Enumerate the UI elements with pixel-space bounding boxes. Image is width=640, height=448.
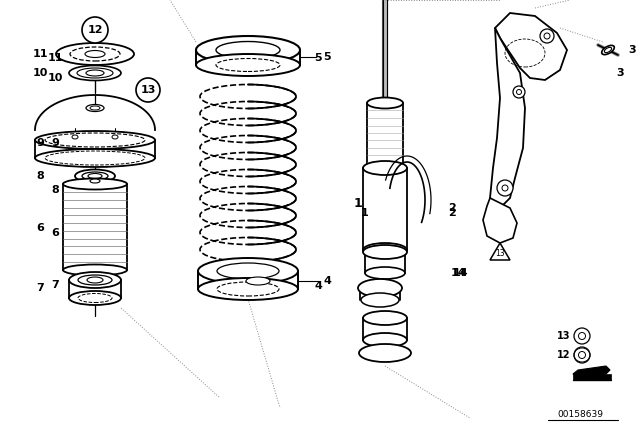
- Polygon shape: [483, 198, 517, 243]
- Ellipse shape: [365, 267, 405, 279]
- Text: 2: 2: [448, 208, 456, 218]
- Ellipse shape: [359, 344, 411, 362]
- Circle shape: [497, 180, 513, 196]
- Text: 6: 6: [51, 228, 59, 238]
- Text: 13: 13: [495, 249, 505, 258]
- Ellipse shape: [363, 243, 407, 257]
- Ellipse shape: [72, 135, 78, 139]
- Circle shape: [82, 17, 108, 43]
- Ellipse shape: [216, 42, 280, 59]
- Ellipse shape: [63, 178, 127, 190]
- Text: 10: 10: [47, 73, 63, 83]
- Text: 5: 5: [323, 52, 331, 62]
- Ellipse shape: [216, 59, 280, 72]
- Ellipse shape: [45, 151, 145, 165]
- Ellipse shape: [361, 293, 399, 307]
- Ellipse shape: [35, 149, 155, 167]
- Text: 00158639: 00158639: [557, 409, 603, 418]
- Text: 13: 13: [140, 85, 156, 95]
- Text: 3: 3: [628, 45, 636, 55]
- Text: 8: 8: [36, 171, 44, 181]
- Ellipse shape: [86, 70, 104, 76]
- Ellipse shape: [217, 263, 279, 279]
- Text: 4: 4: [314, 281, 322, 291]
- Circle shape: [540, 29, 554, 43]
- Ellipse shape: [86, 104, 104, 112]
- Ellipse shape: [85, 51, 105, 57]
- Circle shape: [513, 86, 525, 98]
- Ellipse shape: [358, 279, 402, 297]
- Ellipse shape: [77, 68, 113, 78]
- Text: 4: 4: [323, 276, 331, 286]
- Ellipse shape: [367, 98, 403, 108]
- Text: 2: 2: [448, 203, 456, 213]
- Ellipse shape: [604, 47, 612, 53]
- Ellipse shape: [198, 258, 298, 284]
- Text: 13: 13: [557, 331, 571, 341]
- Text: 12: 12: [557, 350, 571, 360]
- Ellipse shape: [78, 275, 112, 285]
- Ellipse shape: [363, 245, 407, 259]
- Text: 6: 6: [36, 223, 44, 233]
- Ellipse shape: [82, 172, 108, 180]
- Ellipse shape: [112, 135, 118, 139]
- Ellipse shape: [63, 264, 127, 276]
- Ellipse shape: [363, 333, 407, 347]
- Polygon shape: [573, 366, 610, 378]
- Ellipse shape: [363, 161, 407, 175]
- Text: 11: 11: [32, 49, 48, 59]
- Polygon shape: [490, 243, 510, 260]
- Ellipse shape: [87, 277, 103, 283]
- Ellipse shape: [602, 45, 614, 55]
- Circle shape: [502, 185, 508, 191]
- Ellipse shape: [90, 106, 100, 110]
- Ellipse shape: [246, 277, 270, 285]
- Circle shape: [579, 352, 586, 358]
- Ellipse shape: [78, 293, 112, 302]
- Ellipse shape: [70, 47, 120, 61]
- Text: 10: 10: [32, 68, 48, 78]
- Polygon shape: [495, 13, 567, 80]
- Text: 11: 11: [47, 53, 63, 63]
- Ellipse shape: [45, 133, 145, 147]
- Ellipse shape: [90, 179, 100, 183]
- Ellipse shape: [198, 278, 298, 300]
- Circle shape: [574, 328, 590, 344]
- Ellipse shape: [367, 163, 403, 173]
- Text: 8: 8: [51, 185, 59, 195]
- Circle shape: [544, 33, 550, 39]
- Circle shape: [579, 332, 586, 340]
- Ellipse shape: [69, 272, 121, 288]
- Text: 12: 12: [87, 25, 103, 35]
- Text: 7: 7: [36, 283, 44, 293]
- Ellipse shape: [56, 43, 134, 65]
- Circle shape: [574, 347, 590, 363]
- Circle shape: [136, 78, 160, 102]
- Text: 5: 5: [314, 53, 322, 63]
- Text: 7: 7: [51, 280, 59, 290]
- Text: 1: 1: [361, 208, 369, 218]
- Text: 1: 1: [354, 197, 362, 210]
- Text: 14: 14: [452, 268, 468, 278]
- Text: 9: 9: [51, 138, 59, 148]
- Text: 14: 14: [450, 268, 466, 278]
- Polygon shape: [490, 28, 525, 208]
- Circle shape: [516, 90, 522, 95]
- Ellipse shape: [35, 131, 155, 149]
- Ellipse shape: [75, 169, 115, 182]
- Ellipse shape: [69, 65, 121, 81]
- Bar: [573, 374, 611, 380]
- Text: 3: 3: [616, 68, 624, 78]
- Ellipse shape: [196, 54, 300, 76]
- Ellipse shape: [196, 36, 300, 64]
- Ellipse shape: [363, 311, 407, 325]
- Ellipse shape: [88, 173, 102, 178]
- Ellipse shape: [217, 282, 279, 296]
- Ellipse shape: [69, 291, 121, 305]
- Text: 9: 9: [36, 138, 44, 148]
